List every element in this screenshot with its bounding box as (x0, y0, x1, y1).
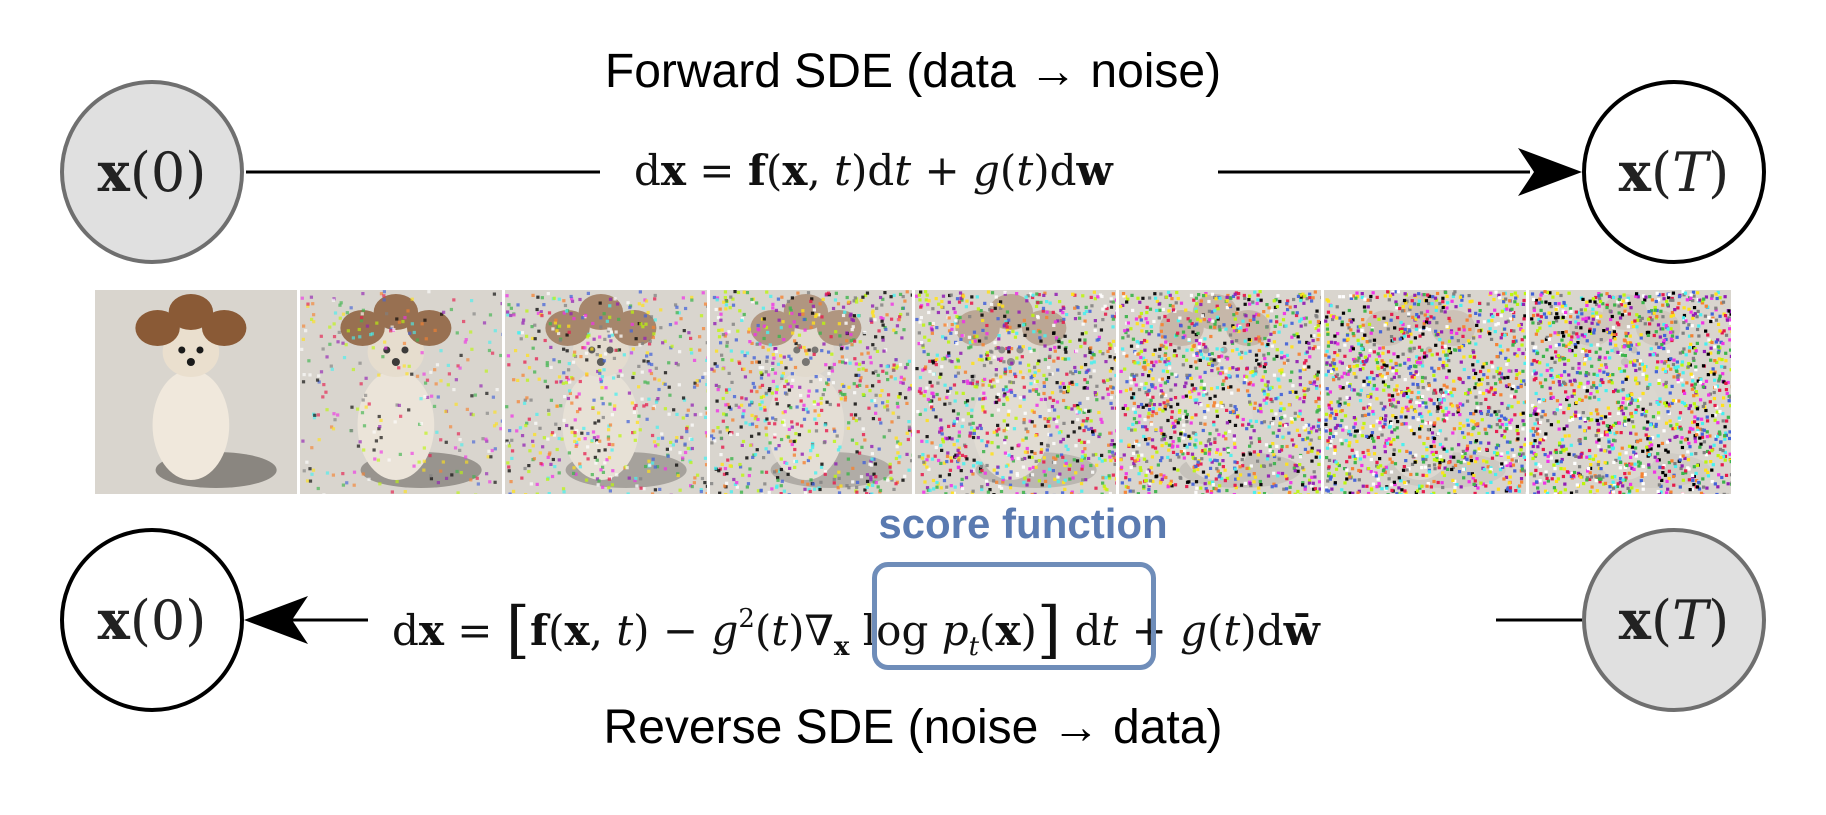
score-function-box (872, 562, 1156, 670)
noise-sequence-strip (95, 290, 1731, 494)
noise-frame-1 (95, 290, 297, 494)
forward-sde-title: Forward SDE (data → noise) (604, 45, 1222, 98)
node-x0-label: x(0) (97, 140, 207, 204)
noise-frame-6 (1119, 290, 1322, 494)
forward-sde-equation: dx = f(x, t)dt + g(t)dw (634, 146, 1113, 195)
reverse-arrow-head (244, 596, 308, 644)
node-xT-reverse-start: x(T) (1582, 528, 1766, 712)
noise-frame-8 (1529, 290, 1731, 494)
noise-frame-4 (709, 290, 912, 494)
noise-frame-7 (1324, 290, 1527, 494)
score-function-label: score function (878, 500, 1168, 547)
node-xT-label: x(T) (1618, 140, 1730, 204)
noise-frame-5 (914, 290, 1117, 494)
node-xT-end: x(T) (1582, 80, 1766, 264)
noise-frame-2 (299, 290, 502, 494)
node-x0-reverse-end: x(0) (60, 528, 244, 712)
forward-arrow-head (1518, 148, 1582, 196)
node-x0-label: x(0) (97, 588, 207, 652)
reverse-sde-title: Reverse SDE (noise → data) (603, 701, 1223, 754)
node-x0-start: x(0) (60, 80, 244, 264)
noise-frame-3 (504, 290, 707, 494)
node-xT-label: x(T) (1618, 588, 1730, 652)
